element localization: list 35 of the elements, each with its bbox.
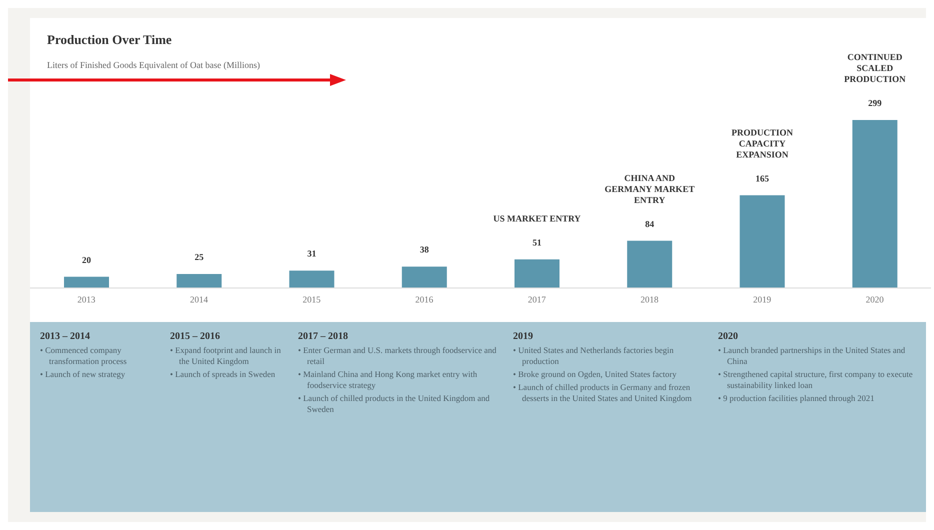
data-label: 165	[756, 173, 770, 184]
bar	[176, 274, 222, 288]
data-label: 38	[420, 244, 430, 255]
chart-title: Production Over Time	[47, 32, 172, 48]
x-tick-label: 2020	[866, 294, 884, 304]
bar	[740, 195, 785, 288]
bar	[627, 240, 672, 288]
text: 2020 • Launch branded partnerships in the United States and China • Strengthened capital structure, first company to execute sustainability linked loan • 9 production facilities planned through 2021	[718, 330, 914, 404]
annotation: PRODUCTION CAPACITY EXPANSION	[731, 127, 794, 160]
text: CONTINUED SCALED PRODUCTION	[844, 52, 906, 84]
annotation: CHINA AND GERMANY MARKET ENTRY	[604, 172, 695, 205]
text: 2013 – 2014 • Commenced company transformation process • Launch of new strategy	[40, 330, 128, 380]
bar	[852, 120, 898, 288]
data-label: 25	[194, 252, 204, 262]
chart-subtitle: Liters of Finished Goods Equivalent of Oat base (Millions)	[47, 60, 260, 70]
data-label: 20	[82, 254, 92, 265]
data-label: 84	[645, 218, 655, 229]
text: 2017 – 2018 • Enter German and U.S. markets through foodservice and retail • Mainland China and Hong Kong market entry with foodservice strategy • Launch of chilled products in the United Kingdom and Sweden	[298, 330, 498, 416]
x-tick-label: 2015	[302, 294, 322, 304]
x-tick-label: 2019	[753, 294, 772, 304]
bar	[64, 276, 109, 288]
x-tick-label: 2018	[640, 294, 659, 304]
text: 2015 – 2016 • Expand footprint and launch in the United Kingdom • Launch of spreads in Sweden	[170, 330, 282, 380]
x-tick-label: 2017	[528, 294, 546, 304]
bar	[289, 270, 334, 288]
data-label: 31	[307, 248, 317, 259]
x-tick-label: 2013	[77, 294, 96, 304]
bar	[402, 266, 447, 288]
data-label: 299	[868, 98, 882, 108]
bar	[514, 259, 560, 288]
x-tick-label: 2016	[415, 294, 434, 304]
data-label: 51	[532, 237, 542, 248]
annotation: US MARKET ENTRY	[493, 213, 582, 224]
text: 2019 • United States and Netherlands factories begin production • Broke ground on Ogden, United States factory • Launch of chilled products in Germany and frozen desserts in the United States and United Kingdom	[513, 330, 693, 404]
x-tick-label: 2014	[190, 294, 208, 304]
